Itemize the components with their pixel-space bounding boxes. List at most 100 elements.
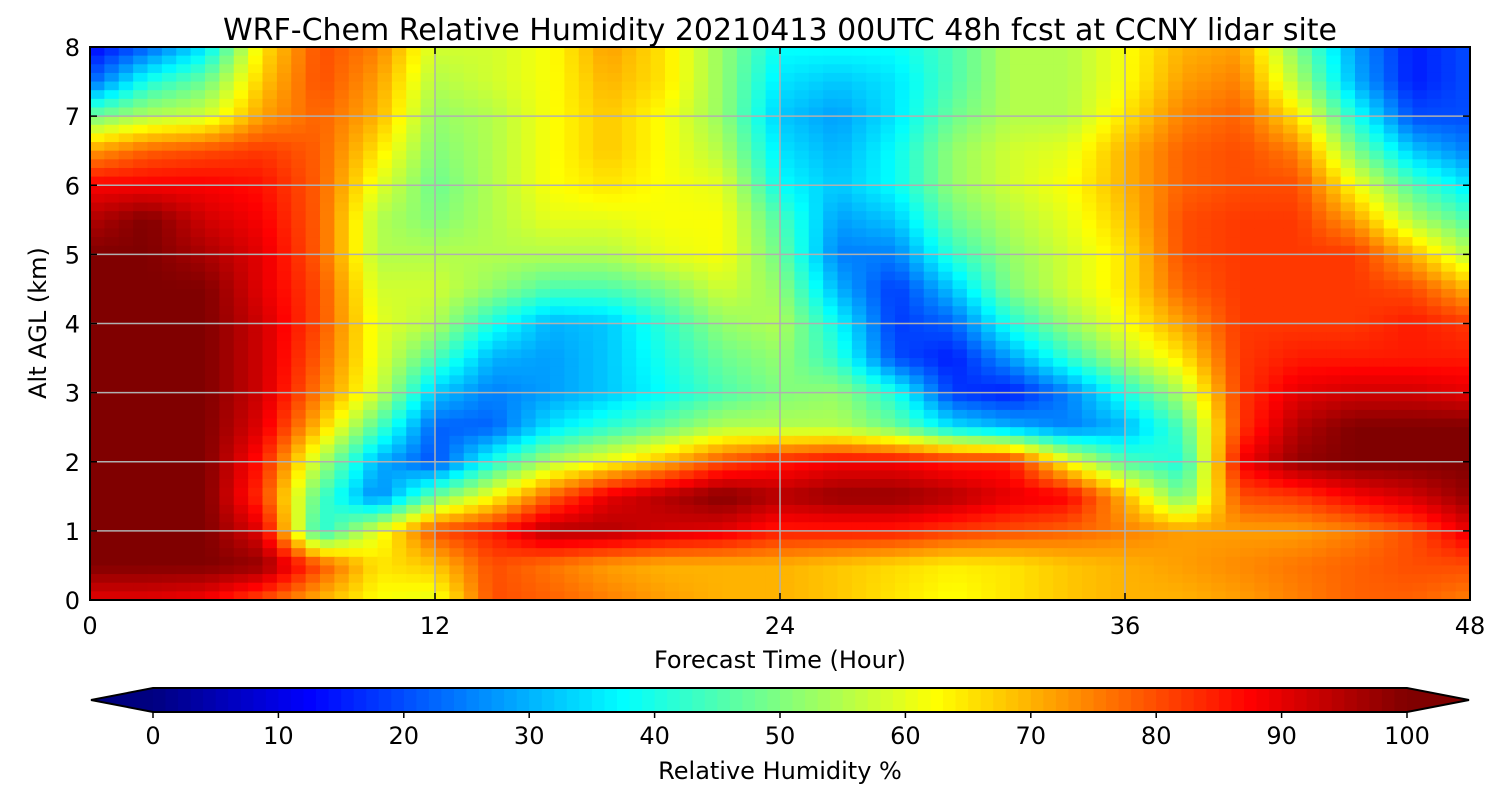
heatmap-cell bbox=[147, 159, 163, 169]
heatmap-cell bbox=[1383, 81, 1399, 91]
heatmap-cell bbox=[406, 444, 422, 454]
heatmap-cell bbox=[837, 211, 853, 221]
heatmap-cell bbox=[406, 228, 422, 238]
heatmap-cell bbox=[1182, 288, 1198, 299]
heatmap-cell bbox=[938, 150, 954, 160]
heatmap-cell bbox=[650, 358, 666, 368]
heatmap-cell bbox=[564, 90, 580, 100]
heatmap-cell bbox=[233, 219, 249, 230]
heatmap-cell bbox=[1153, 211, 1169, 221]
heatmap-cell bbox=[420, 349, 436, 359]
heatmap-cell bbox=[492, 219, 508, 230]
heatmap-cell bbox=[995, 401, 1011, 411]
heatmap-cell bbox=[161, 418, 177, 428]
heatmap-cell bbox=[1110, 133, 1126, 143]
heatmap-cell bbox=[291, 340, 307, 351]
heatmap-cell bbox=[1426, 453, 1442, 463]
heatmap-cell bbox=[449, 237, 465, 247]
heatmap-cell bbox=[320, 116, 335, 126]
heatmap-cell bbox=[305, 314, 321, 325]
heatmap-cell bbox=[966, 263, 982, 273]
heatmap-cell bbox=[923, 193, 939, 204]
heatmap-cell bbox=[1225, 176, 1241, 186]
heatmap-cell bbox=[923, 90, 939, 100]
heatmap-cell bbox=[449, 202, 465, 212]
heatmap-cell bbox=[952, 323, 968, 333]
heatmap-cell bbox=[679, 64, 695, 74]
heatmap-cell bbox=[837, 107, 853, 117]
heatmap-cell bbox=[147, 366, 163, 376]
heatmap-cell bbox=[521, 124, 537, 135]
heatmap-cell bbox=[320, 461, 335, 471]
heatmap-cell bbox=[837, 142, 853, 152]
heatmap-cell bbox=[1398, 72, 1414, 83]
heatmap-cell bbox=[1455, 107, 1470, 117]
heatmap-cell bbox=[334, 487, 350, 497]
heatmap-cell bbox=[1225, 150, 1241, 160]
heatmap-cell bbox=[1283, 358, 1299, 368]
heatmap-cell bbox=[895, 427, 910, 437]
heatmap-cell bbox=[205, 314, 220, 325]
heatmap-cell bbox=[981, 263, 997, 273]
heatmap-cell bbox=[981, 202, 997, 212]
heatmap-cell bbox=[334, 444, 350, 454]
heatmap-cell bbox=[1225, 479, 1241, 489]
heatmap-cell bbox=[420, 444, 436, 454]
heatmap-cell bbox=[377, 72, 393, 83]
heatmap-cell bbox=[90, 288, 105, 299]
heatmap-cell bbox=[823, 358, 839, 368]
heatmap-cell bbox=[377, 409, 393, 420]
heatmap-cell bbox=[435, 306, 450, 316]
heatmap-cell bbox=[1182, 401, 1198, 411]
heatmap-cell bbox=[952, 349, 968, 359]
heatmap-cell bbox=[736, 98, 752, 109]
heatmap-cell bbox=[1340, 219, 1356, 230]
heatmap-cell bbox=[320, 366, 335, 376]
heatmap-cell bbox=[478, 383, 494, 394]
heatmap-cell bbox=[1096, 366, 1112, 376]
heatmap-cell bbox=[147, 254, 163, 264]
heatmap-cell bbox=[650, 124, 666, 135]
heatmap-cell bbox=[1398, 358, 1414, 368]
heatmap-cell bbox=[1383, 185, 1399, 195]
heatmap-cell bbox=[1369, 107, 1385, 117]
heatmap-cell bbox=[794, 271, 810, 281]
heatmap-cell bbox=[966, 435, 982, 446]
heatmap-cell bbox=[1053, 159, 1069, 169]
heatmap-cell bbox=[521, 479, 537, 489]
heatmap-cell bbox=[722, 211, 738, 221]
heatmap-cell bbox=[866, 116, 882, 126]
heatmap-cell bbox=[348, 444, 364, 454]
heatmap-cell bbox=[1053, 461, 1069, 471]
heatmap-cell bbox=[1010, 90, 1025, 100]
heatmap-cell bbox=[133, 306, 149, 316]
heatmap-cell bbox=[1096, 332, 1112, 342]
heatmap-cell bbox=[679, 81, 695, 91]
heatmap-cell bbox=[1225, 487, 1241, 497]
heatmap-cell bbox=[693, 314, 709, 325]
heatmap-cell bbox=[190, 332, 206, 342]
heatmap-cell bbox=[377, 401, 393, 411]
heatmap-cell bbox=[305, 167, 321, 178]
heatmap-cell bbox=[1053, 297, 1069, 307]
heatmap-cell bbox=[1268, 297, 1284, 307]
heatmap-cell bbox=[506, 349, 522, 359]
heatmap-cell bbox=[219, 358, 235, 368]
heatmap-cell bbox=[621, 349, 637, 359]
heatmap-cell bbox=[377, 176, 393, 186]
heatmap-cell bbox=[621, 107, 637, 117]
heatmap-cell bbox=[650, 228, 666, 238]
heatmap-cell bbox=[693, 202, 709, 212]
heatmap-cell bbox=[866, 237, 882, 247]
heatmap-cell bbox=[248, 211, 264, 221]
heatmap-cell bbox=[679, 159, 695, 169]
heatmap-cell bbox=[938, 427, 954, 437]
heatmap-cell bbox=[320, 392, 335, 402]
heatmap-cell bbox=[161, 358, 177, 368]
heatmap-cell bbox=[650, 133, 666, 143]
heatmap-cell bbox=[679, 375, 695, 385]
heatmap-cell bbox=[665, 72, 680, 83]
heatmap-cell bbox=[1038, 107, 1054, 117]
heatmap-cell bbox=[1283, 349, 1299, 359]
heatmap-cell bbox=[535, 487, 551, 497]
